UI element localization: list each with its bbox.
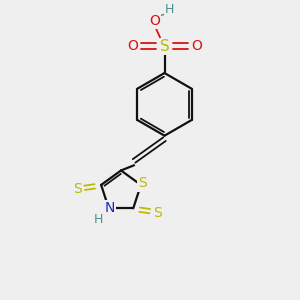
Text: H: H (165, 3, 174, 16)
Text: O: O (127, 39, 138, 53)
Text: S: S (153, 206, 161, 220)
Text: S: S (138, 176, 147, 190)
Text: S: S (73, 182, 82, 196)
Text: O: O (191, 39, 202, 53)
Text: O: O (149, 14, 160, 28)
Text: N: N (105, 201, 116, 215)
Text: H: H (94, 213, 103, 226)
Text: S: S (160, 39, 170, 54)
